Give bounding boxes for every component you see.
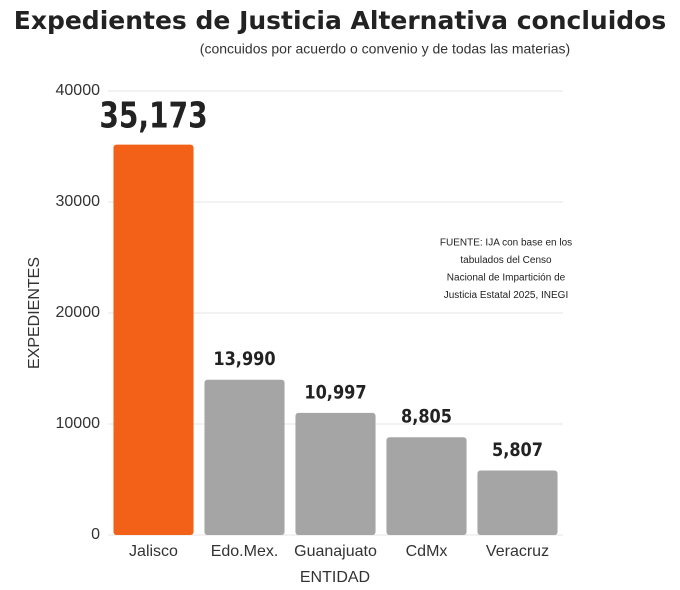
bar: [204, 379, 285, 535]
value-label: 8,805: [401, 406, 452, 428]
value-label: 10,997: [304, 382, 366, 404]
chart-title: Expedientes de Justicia Alternativa conc…: [14, 6, 667, 35]
x-tick-label: Veracruz: [486, 543, 549, 560]
chart-subtitle: (concuidos por acuerdo o convenio y de t…: [200, 41, 570, 57]
annotation: tabulados del Censo: [460, 255, 552, 266]
y-tick-label: 0: [91, 526, 100, 543]
bar: [386, 437, 467, 535]
annotation: Justicia Estatal 2025, INEGI: [444, 290, 569, 301]
y-tick-label: 10000: [56, 415, 101, 432]
x-tick-label: Edo.Mex.: [211, 543, 279, 560]
bar: [113, 144, 194, 535]
x-tick-label: CdMx: [406, 543, 448, 560]
value-label: 35,173: [99, 94, 207, 136]
value-label: 13,990: [213, 349, 275, 371]
y-tick-label: 30000: [56, 193, 101, 210]
annotation: FUENTE: IJA con base en los: [440, 238, 572, 249]
bar: [295, 412, 376, 535]
annotation: Nacional de Impartición de: [447, 273, 566, 284]
x-tick-label: Guanajuato: [294, 543, 377, 560]
x-axis-label: ENTIDAD: [300, 569, 370, 586]
y-axis-label: EXPEDIENTES: [26, 257, 43, 369]
y-tick-label: 40000: [56, 82, 101, 99]
value-label: 5,807: [492, 440, 543, 462]
bar: [477, 470, 558, 535]
y-tick-label: 20000: [56, 304, 101, 321]
x-tick-label: Jalisco: [129, 543, 178, 560]
